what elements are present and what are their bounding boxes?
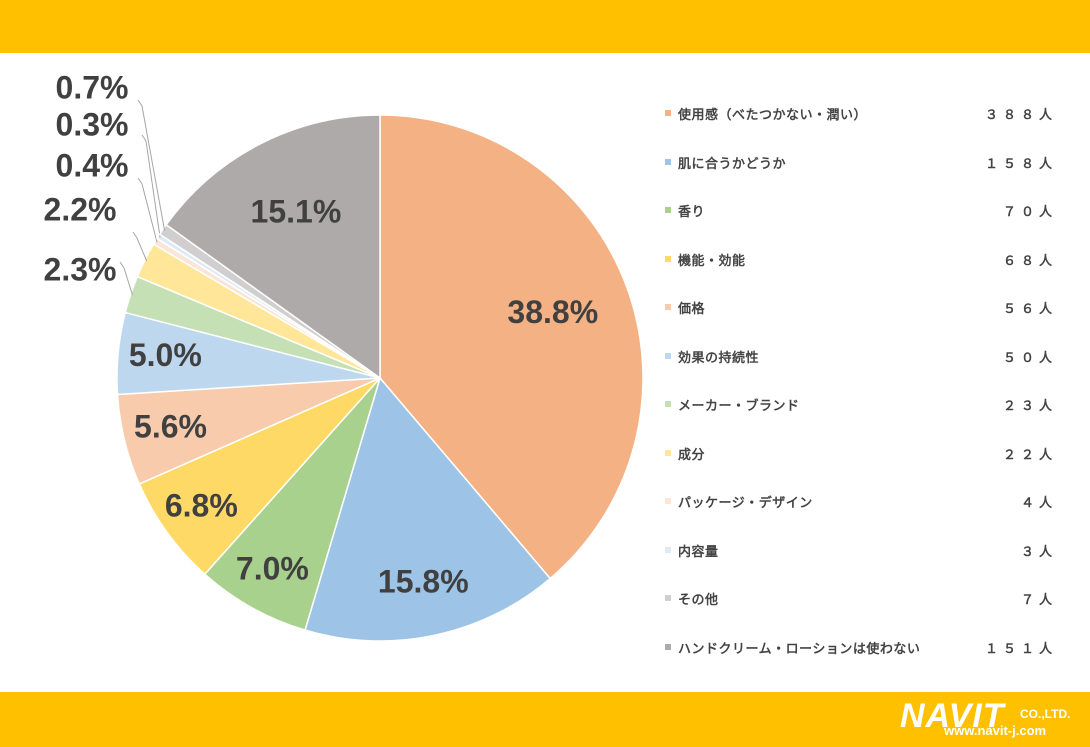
legend-swatch (665, 498, 671, 504)
legend-swatch (665, 449, 671, 456)
leader-line (119, 261, 133, 296)
slice-percent-label: 0.7% (56, 69, 129, 105)
legend-label: その他 (678, 593, 719, 608)
legend-count: ４人 (1020, 496, 1057, 511)
legend-item: 機能・効能 ６８人 (665, 243, 1065, 292)
logo-brand: NAVIT (900, 697, 1005, 735)
legend-item: パッケージ・デザイン ４人 (665, 485, 1065, 534)
legend-label: メーカー・ブランド (678, 399, 800, 414)
legend-label: ハンドクリーム・ローションは使わない (678, 641, 921, 657)
pie-slice (304, 376, 552, 642)
legend-item: 肌に合うかどうか １５８人 (665, 146, 1065, 195)
pie-slice (165, 114, 381, 380)
legend-label: 内容量 (678, 544, 719, 560)
legend-label: 成分 (678, 447, 706, 463)
legend-item: 内容量 ３人 (665, 534, 1065, 583)
slice-percent-label: 5.0% (129, 337, 202, 373)
legend-count: ７人 (1020, 593, 1057, 608)
legend-swatch (665, 401, 671, 407)
legend-count: ６８人 (1002, 253, 1057, 269)
logo-url: www.navit-j.com (944, 723, 1047, 738)
legend-count: ３８８人 (984, 108, 1057, 123)
legend-label: 効果の持続性 (678, 350, 760, 366)
legend-item: 効果の持続性 ５０人 (665, 340, 1065, 389)
pie-slice (138, 377, 381, 576)
pie-slice (203, 377, 381, 632)
legend-count: ５０人 (1002, 350, 1057, 366)
legend-item: 価格 ５６人 (665, 291, 1065, 340)
legend-swatch (665, 546, 671, 553)
bottom-band (0, 692, 1090, 747)
pie-slice (379, 114, 644, 580)
leader-line (137, 177, 158, 243)
leader-line (137, 99, 166, 231)
legend-swatch (665, 110, 671, 116)
legend-count: ５６人 (1002, 302, 1057, 317)
legend-item: ハンドクリーム・ローションは使わない １５１人 (665, 631, 1065, 680)
slice-percent-label: 15.1% (251, 194, 342, 230)
legend-item: 香り ７０人 (665, 194, 1065, 243)
slice-percent-label: 2.3% (44, 251, 117, 287)
legend-count: ７０人 (1002, 205, 1057, 220)
legend-swatch (665, 643, 671, 650)
legend-swatch (665, 255, 671, 262)
legend-label: 香り (678, 205, 706, 220)
legend-item: その他 ７人 (665, 582, 1065, 631)
slice-percent-label: 6.8% (165, 487, 238, 523)
legend-item: メーカー・ブランド ２３人 (665, 388, 1065, 437)
leader-line (141, 134, 161, 238)
legend-label: 肌に合うかどうか (678, 156, 787, 172)
logo-suffix: CO.,LTD. (1020, 707, 1071, 721)
slice-percent-label: 7.0% (236, 550, 309, 586)
slice-percent-label: 15.8% (378, 563, 469, 599)
slice-percent-label: 0.3% (56, 106, 129, 142)
slice-percent-label: 2.2% (44, 191, 117, 227)
legend-label: 使用感（べたつかない・潤い） (678, 108, 868, 123)
legend-count: １５８人 (984, 156, 1057, 172)
slice-percent-label: 38.8% (507, 294, 598, 330)
top-band (0, 0, 1090, 53)
slice-percent-label: 5.6% (134, 408, 207, 444)
legend: 使用感（べたつかない・潤い） ３８８人肌に合うかどうか １５８人香り ７０人機能・効能… (665, 97, 1065, 679)
legend-label: 機能・効能 (678, 253, 746, 269)
legend-swatch (665, 595, 671, 601)
legend-count: ３人 (1020, 544, 1057, 560)
pie-chart: 38.8% 15.8% 7.0% 6.8% 5.6% 5.0% 2.3% 2.2% 0.4% 0.… (44, 69, 644, 642)
legend-swatch (665, 304, 671, 310)
legend-item: 成分 ２２人 (665, 437, 1065, 486)
legend-count: １５１人 (984, 641, 1057, 657)
legend-count: ２２人 (1002, 447, 1057, 463)
leader-line (132, 231, 148, 262)
legend-label: パッケージ・デザイン (678, 496, 813, 511)
legend-item: 使用感（べたつかない・潤い） ３８８人 (665, 97, 1065, 146)
legend-label: 価格 (678, 302, 706, 317)
legend-swatch (665, 158, 671, 165)
legend-swatch (665, 352, 671, 359)
legend-count: ２３人 (1002, 399, 1057, 414)
legend-swatch (665, 207, 671, 213)
slice-percent-label: 0.4% (56, 147, 129, 183)
